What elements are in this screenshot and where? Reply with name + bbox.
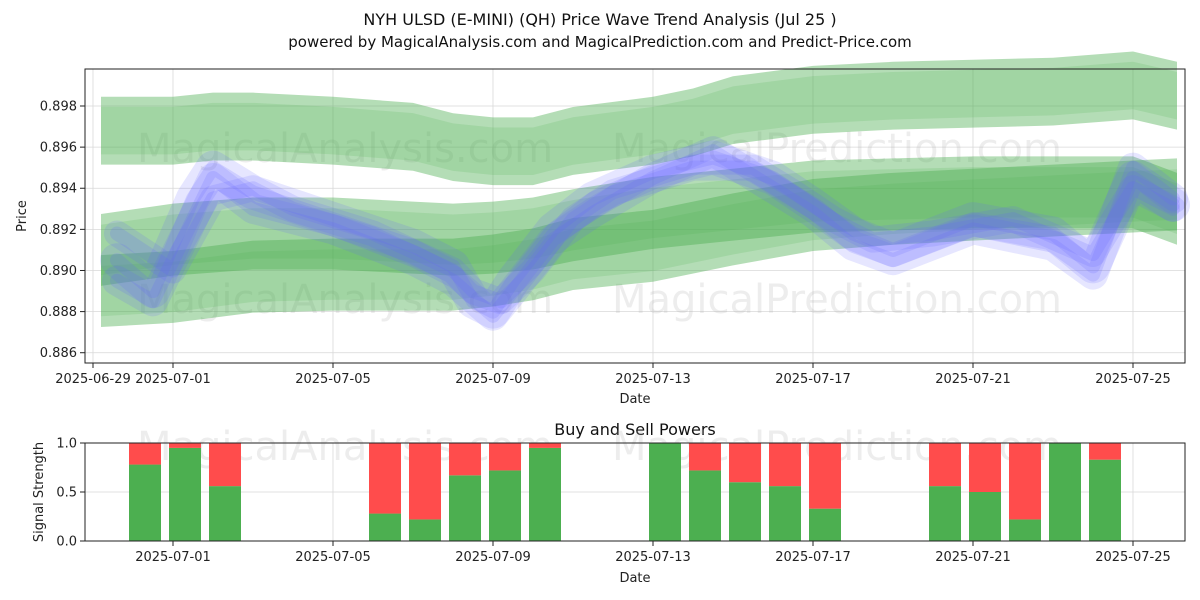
power-x-tick-label: 2025-07-25 bbox=[1095, 550, 1171, 565]
sell-bar bbox=[1089, 443, 1121, 460]
middle-green-band bbox=[101, 156, 1177, 286]
price-x-tick-label: 2025-07-17 bbox=[775, 372, 851, 387]
price-y-axis-label: Price bbox=[15, 200, 30, 232]
power-y-tick-label: 0.5 bbox=[56, 486, 77, 501]
price-x-tick-label: 2025-07-25 bbox=[1095, 372, 1171, 387]
watermark-analysis-top: MagicalAnalysis.com bbox=[137, 126, 553, 172]
sell-bar bbox=[689, 443, 721, 471]
price-y-tick-label: 0.894 bbox=[40, 182, 77, 197]
price-x-tick-label: 2025-07-13 bbox=[615, 372, 691, 387]
buy-bar bbox=[369, 513, 401, 541]
blue-wave-3-core bbox=[110, 160, 1180, 309]
sell-bar bbox=[369, 443, 401, 514]
price-x-tick-label: 2025-06-29 bbox=[55, 372, 131, 387]
blue-waves bbox=[100, 136, 1190, 331]
buy-bar bbox=[209, 486, 241, 541]
buy-bar bbox=[649, 443, 681, 541]
sell-bar bbox=[209, 443, 241, 487]
buy-bar bbox=[1049, 443, 1081, 541]
buy-bar bbox=[929, 486, 961, 541]
buy-bar bbox=[129, 464, 161, 541]
buy-bar bbox=[169, 447, 201, 541]
sell-bar bbox=[769, 443, 801, 487]
sell-bar bbox=[969, 443, 1001, 492]
price-x-tick-label: 2025-07-05 bbox=[295, 372, 371, 387]
price-grid bbox=[85, 69, 1185, 363]
sell-bar bbox=[449, 443, 481, 476]
buy-bar bbox=[729, 482, 761, 541]
sell-bar bbox=[729, 443, 761, 483]
blue-wave-2-core bbox=[110, 144, 1180, 323]
buy-bar bbox=[529, 447, 561, 541]
power-y-ticks: 0.0 0.5 1.0 bbox=[56, 437, 85, 550]
buy-bar bbox=[489, 470, 521, 541]
price-plot-frame bbox=[84, 68, 1186, 364]
sell-bar bbox=[1009, 443, 1041, 520]
sell-bar bbox=[809, 443, 841, 509]
buy-bar bbox=[809, 508, 841, 541]
buy-bar bbox=[689, 470, 721, 541]
chart-subtitle: powered by MagicalAnalysis.com and Magic… bbox=[288, 33, 912, 51]
upper-green-band bbox=[101, 51, 1177, 186]
power-y-axis-label: Signal Strength bbox=[32, 442, 47, 542]
power-x-tick-label: 2025-07-17 bbox=[775, 550, 851, 565]
blue-wave-1-core bbox=[110, 150, 1180, 319]
power-x-tick-label: 2025-07-05 bbox=[295, 550, 371, 565]
power-y-tick-label: 0.0 bbox=[56, 535, 77, 550]
watermark-analysis-power: MagicalAnalysis.com bbox=[137, 424, 553, 470]
price-watermarks: MagicalAnalysis.com MagicalPrediction.co… bbox=[137, 126, 1062, 323]
lower-green-band bbox=[101, 158, 1177, 328]
price-y-tick-label: 0.898 bbox=[40, 100, 77, 115]
blue-wave-1 bbox=[100, 140, 1190, 329]
price-y-tick-label: 0.886 bbox=[40, 346, 77, 361]
buy-bar bbox=[449, 475, 481, 541]
price-y-tick-label: 0.888 bbox=[40, 305, 77, 320]
blue-wave-2 bbox=[102, 136, 1188, 331]
watermark-prediction-bottom: MagicalPrediction.com bbox=[612, 277, 1062, 323]
chart-title: NYH ULSD (E-MINI) (QH) Price Wave Trend … bbox=[363, 10, 836, 29]
price-y-ticks: 0.886 0.888 0.890 0.892 0.894 0.896 0.898 bbox=[40, 100, 85, 361]
sell-bar bbox=[929, 443, 961, 487]
sell-bar bbox=[489, 443, 521, 471]
sell-bar bbox=[129, 443, 161, 465]
price-y-tick-label: 0.892 bbox=[40, 223, 77, 238]
buy-bar bbox=[769, 486, 801, 541]
price-x-tick-label: 2025-07-09 bbox=[455, 372, 531, 387]
buy-bar bbox=[969, 492, 1001, 541]
buy-bar bbox=[409, 519, 441, 541]
watermark-analysis-bottom: MagicalAnalysis.com bbox=[137, 277, 553, 323]
green-bands bbox=[101, 51, 1177, 328]
price-x-tick-label: 2025-07-21 bbox=[935, 372, 1011, 387]
power-x-ticks: 2025-07-01 2025-07-05 2025-07-09 2025-07-13… bbox=[135, 541, 1171, 565]
middle-green-band-core bbox=[101, 167, 1177, 276]
power-x-axis-label: Date bbox=[619, 571, 650, 586]
price-y-tick-label: 0.890 bbox=[40, 264, 77, 279]
price-x-tick-label: 2025-07-01 bbox=[135, 372, 211, 387]
lower-green-band-core bbox=[101, 169, 1177, 317]
power-y-tick-label: 1.0 bbox=[56, 437, 77, 452]
power-x-tick-label: 2025-07-21 bbox=[935, 550, 1011, 565]
sell-bar bbox=[529, 443, 561, 448]
power-plot: Buy and Sell Powers MagicalAnalysis.com … bbox=[32, 420, 1186, 586]
price-y-tick-label: 0.896 bbox=[40, 141, 77, 156]
buy-bar bbox=[1009, 519, 1041, 541]
buy-bar bbox=[1089, 459, 1121, 541]
power-bars bbox=[129, 443, 1121, 541]
price-plot: MagicalAnalysis.com MagicalPrediction.co… bbox=[15, 51, 1190, 407]
power-plot-title: Buy and Sell Powers bbox=[554, 420, 716, 439]
upper-green-band-core bbox=[101, 61, 1177, 175]
price-x-ticks: 2025-06-29 2025-07-01 2025-07-05 2025-07-09… bbox=[55, 363, 1171, 387]
blue-wave-3 bbox=[104, 154, 1186, 315]
power-x-tick-label: 2025-07-09 bbox=[455, 550, 531, 565]
watermark-prediction-top: MagicalPrediction.com bbox=[612, 126, 1062, 172]
sell-bar bbox=[169, 443, 201, 448]
price-x-axis-label: Date bbox=[619, 392, 650, 407]
sell-bar bbox=[409, 443, 441, 520]
power-x-tick-label: 2025-07-13 bbox=[615, 550, 691, 565]
power-x-tick-label: 2025-07-01 bbox=[135, 550, 211, 565]
